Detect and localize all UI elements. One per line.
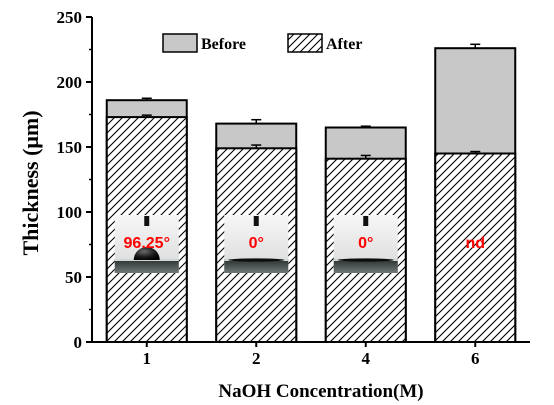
contact-angle-label-4: 0°: [358, 235, 373, 252]
contact-angle-inset-6: nd: [465, 235, 485, 252]
contact-angle-label-6: nd: [465, 235, 485, 252]
legend-label-after: After: [326, 36, 362, 53]
y-tick-label-50: 50: [65, 268, 82, 287]
y-tick-label-150: 150: [57, 138, 83, 157]
legend-label-before: Before: [201, 36, 246, 53]
droplet-icon: [133, 247, 160, 260]
contact-angle-label-2: 0°: [249, 235, 264, 252]
legend-item-before: Before: [162, 33, 246, 53]
bars-layer: [105, 43, 517, 343]
error-bar-before-6: [470, 43, 481, 49]
needle-icon: [144, 216, 150, 226]
y-tick-label-250: 250: [57, 8, 83, 27]
legend: Before After: [162, 33, 362, 53]
spread-film-icon: [228, 258, 285, 262]
x-tick-label-1: 1: [143, 349, 152, 368]
error-bar-after-6: [470, 150, 481, 154]
substrate-icon: [333, 259, 398, 273]
y-tick-label-0: 0: [74, 333, 83, 352]
error-bar-after-1: [141, 114, 152, 118]
x-axis-title: NaOH Concentration(M): [218, 381, 423, 402]
substrate-icon: [224, 259, 289, 273]
legend-swatch-after: [287, 33, 323, 53]
needle-icon: [253, 216, 259, 226]
legend-swatch-before: [162, 33, 198, 53]
error-bar-before-4: [360, 125, 371, 128]
contact-angle-label-1: 96.25°: [124, 235, 170, 252]
axes-layer: 0 50 100 150 200 250 1 2 4 6: [57, 8, 530, 368]
bar-after-6: [434, 152, 517, 343]
error-bar-before-1: [141, 97, 152, 101]
x-tick-label-6: 6: [471, 349, 480, 368]
substrate-icon: [114, 259, 179, 273]
spread-film-icon: [337, 258, 394, 262]
error-bar-after-4: [360, 154, 371, 159]
error-bar-after-2: [251, 144, 262, 149]
contact-angle-inset-2: 0°: [224, 215, 289, 273]
insets-layer: 96.25° 0° 0° nd: [114, 215, 485, 273]
x-tick-label-2: 2: [252, 349, 261, 368]
contact-angle-inset-4: 0°: [333, 215, 398, 273]
y-axis-title: Thickness (μm): [18, 110, 43, 255]
contact-angle-inset-1: 96.25°: [114, 215, 179, 273]
legend-item-after: After: [287, 33, 362, 53]
y-tick-label-100: 100: [57, 203, 83, 222]
y-tick-label-200: 200: [57, 73, 83, 92]
error-bar-before-2: [251, 118, 262, 124]
needle-icon: [363, 216, 369, 226]
x-tick-label-4: 4: [362, 349, 371, 368]
